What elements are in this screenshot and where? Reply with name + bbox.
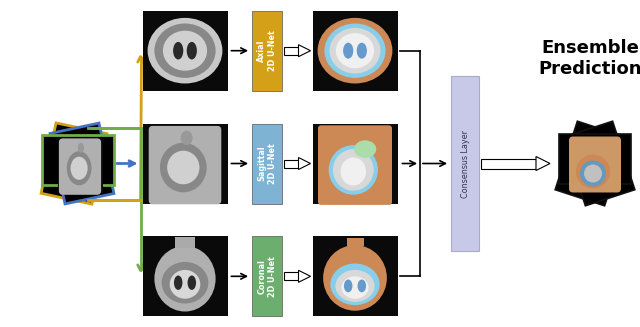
Ellipse shape	[174, 276, 182, 290]
FancyBboxPatch shape	[284, 47, 298, 55]
Ellipse shape	[580, 161, 606, 186]
Polygon shape	[41, 123, 107, 204]
Ellipse shape	[333, 149, 374, 191]
Ellipse shape	[336, 33, 374, 68]
FancyBboxPatch shape	[143, 236, 227, 316]
Polygon shape	[50, 123, 114, 204]
FancyBboxPatch shape	[252, 11, 282, 91]
FancyBboxPatch shape	[58, 138, 102, 193]
FancyBboxPatch shape	[569, 136, 621, 193]
Ellipse shape	[154, 24, 216, 78]
Ellipse shape	[341, 276, 369, 299]
Polygon shape	[42, 134, 114, 184]
Ellipse shape	[335, 270, 374, 302]
Ellipse shape	[67, 151, 92, 185]
Ellipse shape	[173, 42, 183, 60]
Text: Axial
2D U-Net: Axial 2D U-Net	[257, 30, 276, 71]
Ellipse shape	[187, 42, 197, 60]
Text: Ensemble
Prediction: Ensemble Prediction	[538, 39, 640, 78]
Ellipse shape	[584, 164, 602, 182]
FancyBboxPatch shape	[59, 138, 101, 195]
FancyBboxPatch shape	[346, 238, 364, 246]
Ellipse shape	[330, 28, 381, 74]
Ellipse shape	[167, 151, 200, 184]
FancyBboxPatch shape	[481, 159, 536, 168]
Ellipse shape	[180, 131, 193, 145]
Text: Consensus Layer: Consensus Layer	[461, 129, 470, 198]
Ellipse shape	[354, 140, 376, 158]
Ellipse shape	[162, 262, 209, 303]
FancyBboxPatch shape	[451, 76, 479, 251]
Polygon shape	[563, 121, 635, 206]
Ellipse shape	[154, 246, 216, 312]
Ellipse shape	[148, 18, 223, 83]
Ellipse shape	[330, 264, 380, 305]
FancyBboxPatch shape	[148, 126, 221, 204]
Ellipse shape	[163, 31, 207, 71]
FancyBboxPatch shape	[318, 125, 392, 205]
FancyBboxPatch shape	[312, 124, 397, 203]
Ellipse shape	[160, 143, 207, 192]
Ellipse shape	[77, 143, 84, 153]
Ellipse shape	[358, 280, 366, 292]
Ellipse shape	[188, 276, 196, 290]
FancyBboxPatch shape	[284, 160, 298, 167]
Polygon shape	[298, 158, 310, 169]
Ellipse shape	[356, 43, 367, 59]
Ellipse shape	[344, 280, 353, 292]
Ellipse shape	[70, 157, 88, 180]
Text: Coronal
2D U-Net: Coronal 2D U-Net	[257, 256, 276, 297]
FancyBboxPatch shape	[252, 236, 282, 316]
Ellipse shape	[576, 154, 610, 188]
FancyBboxPatch shape	[143, 11, 227, 91]
FancyBboxPatch shape	[252, 124, 282, 203]
Polygon shape	[536, 157, 550, 170]
FancyBboxPatch shape	[312, 236, 397, 316]
Ellipse shape	[324, 24, 385, 78]
Polygon shape	[298, 270, 310, 282]
Ellipse shape	[170, 270, 200, 299]
Polygon shape	[555, 121, 627, 206]
Polygon shape	[559, 133, 631, 183]
Text: Sagittal
2D U-Net: Sagittal 2D U-Net	[257, 143, 276, 184]
FancyBboxPatch shape	[312, 11, 397, 91]
Ellipse shape	[323, 245, 387, 311]
FancyBboxPatch shape	[143, 124, 227, 203]
FancyBboxPatch shape	[284, 272, 298, 280]
Ellipse shape	[340, 158, 366, 185]
Ellipse shape	[329, 145, 378, 195]
Ellipse shape	[317, 18, 392, 83]
Polygon shape	[298, 45, 310, 57]
Ellipse shape	[343, 43, 353, 59]
FancyBboxPatch shape	[175, 237, 195, 248]
